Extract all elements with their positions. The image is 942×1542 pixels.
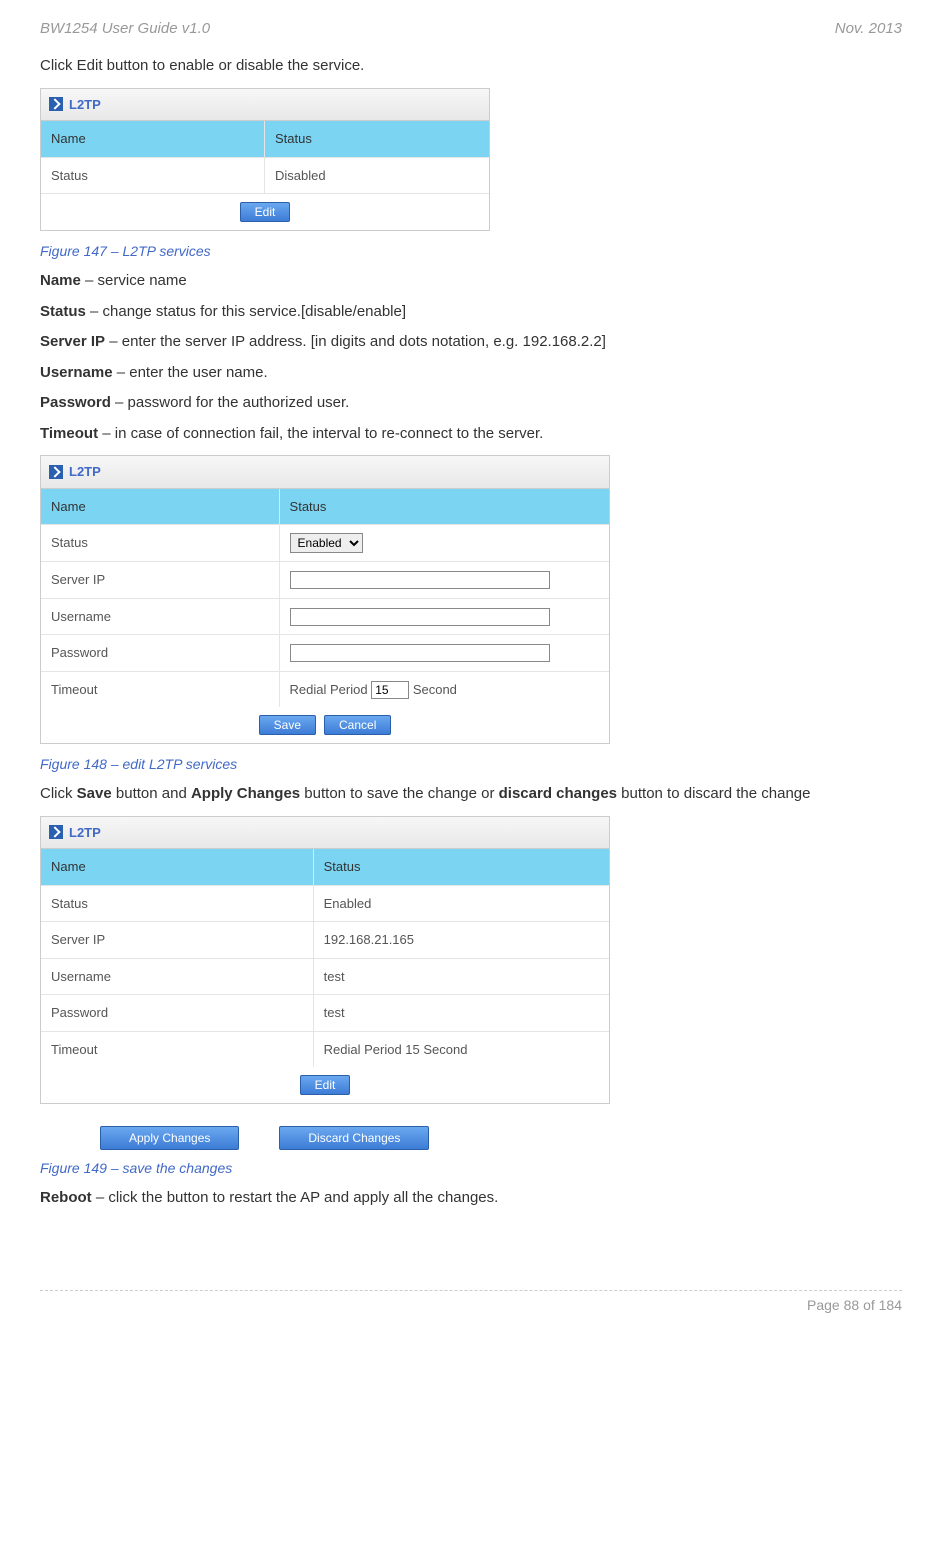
table-row: Passwordtest <box>41 995 609 1032</box>
cell-value <box>280 635 564 671</box>
col-status: Status <box>265 121 489 157</box>
cell-value: Redial Period 15 Second <box>314 1032 598 1068</box>
cell-label: Status <box>41 525 280 561</box>
apply-changes-button[interactable]: Apply Changes <box>100 1126 239 1150</box>
panel-title: L2TP <box>41 817 609 850</box>
discard-changes-button[interactable]: Discard Changes <box>279 1126 429 1150</box>
save-instruction: Click Save button and Apply Changes butt… <box>40 783 902 806</box>
table-row: Status Disabled <box>41 158 489 195</box>
reboot-text: Reboot – click the button to restart the… <box>40 1187 902 1210</box>
cell-label: Status <box>41 158 265 194</box>
l2tp-table-1: L2TP Name Status Status Disabled Edit <box>40 88 490 232</box>
intro-text: Click Edit button to enable or disable t… <box>40 55 902 78</box>
table-row: Server IP192.168.21.165 <box>41 922 609 959</box>
table-row: Password <box>41 635 609 672</box>
arrow-icon <box>49 97 63 111</box>
table-row: TimeoutRedial Period Second <box>41 672 609 708</box>
cell-label: Timeout <box>41 1032 314 1068</box>
figure-caption-1: Figure 147 – L2TP services <box>40 241 902 262</box>
timeout-input[interactable] <box>371 681 409 699</box>
arrow-icon <box>49 825 63 839</box>
panel-title: L2TP <box>41 89 489 122</box>
table-row: Server IP <box>41 562 609 599</box>
panel-title-text: L2TP <box>69 823 101 843</box>
arrow-icon <box>49 465 63 479</box>
text-input[interactable] <box>290 571 550 589</box>
col-status: Status <box>314 849 598 885</box>
panel-title-text: L2TP <box>69 95 101 115</box>
edit-button[interactable]: Edit <box>300 1075 351 1095</box>
cell-value: 192.168.21.165 <box>314 922 598 958</box>
figure-caption-2: Figure 148 – edit L2TP services <box>40 754 902 775</box>
header-right: Nov. 2013 <box>835 20 902 37</box>
cell-label: Server IP <box>41 922 314 958</box>
table-row: Username <box>41 599 609 636</box>
cell-label: Username <box>41 599 280 635</box>
button-row: Edit <box>41 194 489 230</box>
panel-title: L2TP <box>41 456 609 489</box>
panel-title-text: L2TP <box>69 462 101 482</box>
table-row: Usernametest <box>41 959 609 996</box>
definition-line: Name – service name <box>40 270 902 293</box>
cell-label: Password <box>41 635 280 671</box>
cell-value: Enabled <box>314 886 598 922</box>
definition-line: Status – change status for this service.… <box>40 301 902 324</box>
table-header-row: Name Status <box>41 849 609 886</box>
col-name: Name <box>41 121 265 157</box>
cell-label: Server IP <box>41 562 280 598</box>
button-row: Edit <box>41 1067 609 1103</box>
status-select[interactable]: Enabled <box>290 533 363 553</box>
figure-caption-3: Figure 149 – save the changes <box>40 1158 902 1179</box>
l2tp-table-2: L2TP Name Status Status Enabled Server IPU… <box>40 455 610 744</box>
cell-label: Password <box>41 995 314 1031</box>
page-header: BW1254 User Guide v1.0 Nov. 2013 <box>40 20 902 37</box>
header-left: BW1254 User Guide v1.0 <box>40 20 210 37</box>
cancel-button[interactable]: Cancel <box>324 715 391 735</box>
apply-row: Apply Changes Discard Changes <box>40 1114 902 1150</box>
edit-button[interactable]: Edit <box>240 202 291 222</box>
cell-value <box>280 599 564 635</box>
cell-value: Enabled <box>280 525 564 561</box>
definition-line: Server IP – enter the server IP address.… <box>40 331 902 354</box>
definition-line: Timeout – in case of connection fail, th… <box>40 423 902 446</box>
col-name: Name <box>41 489 280 525</box>
col-name: Name <box>41 849 314 885</box>
cell-value: test <box>314 959 598 995</box>
text-input[interactable] <box>290 644 550 662</box>
definition-line: Username – enter the user name. <box>40 362 902 385</box>
text-input[interactable] <box>290 608 550 626</box>
table-header-row: Name Status <box>41 121 489 158</box>
cell-value <box>280 562 564 598</box>
col-status: Status <box>280 489 564 525</box>
cell-value: test <box>314 995 598 1031</box>
table-row: TimeoutRedial Period 15 Second <box>41 1032 609 1068</box>
cell-label: Username <box>41 959 314 995</box>
cell-value: Disabled <box>265 158 489 194</box>
cell-value: Redial Period Second <box>280 672 564 708</box>
table-row: StatusEnabled <box>41 886 609 923</box>
definition-line: Password – password for the authorized u… <box>40 392 902 415</box>
button-row: Save Cancel <box>41 707 609 743</box>
save-button[interactable]: Save <box>259 715 316 735</box>
l2tp-table-3: L2TP Name Status StatusEnabledServer IP1… <box>40 816 610 1105</box>
cell-label: Timeout <box>41 672 280 708</box>
table-row: Status Enabled <box>41 525 609 562</box>
table-header-row: Name Status <box>41 489 609 526</box>
cell-label: Status <box>41 886 314 922</box>
page-footer: Page 88 of 184 <box>40 1290 902 1313</box>
